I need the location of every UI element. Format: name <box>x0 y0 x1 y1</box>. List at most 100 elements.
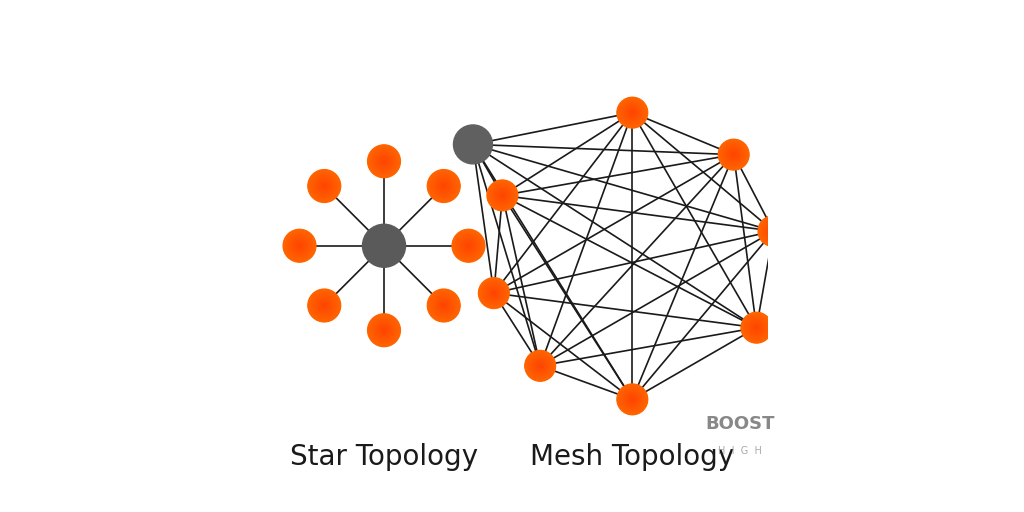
Circle shape <box>460 237 477 254</box>
Circle shape <box>375 321 393 339</box>
Circle shape <box>443 185 444 186</box>
Circle shape <box>381 158 387 164</box>
Circle shape <box>493 185 513 206</box>
Circle shape <box>316 298 332 313</box>
Circle shape <box>285 230 314 261</box>
Circle shape <box>496 188 510 203</box>
Circle shape <box>620 387 645 412</box>
Circle shape <box>381 327 387 333</box>
Circle shape <box>289 236 310 256</box>
Circle shape <box>538 362 544 369</box>
Circle shape <box>502 195 503 196</box>
Circle shape <box>721 142 746 167</box>
Circle shape <box>468 245 469 246</box>
Circle shape <box>499 192 506 199</box>
Circle shape <box>722 143 744 166</box>
Circle shape <box>767 225 779 237</box>
Circle shape <box>719 140 748 169</box>
Circle shape <box>375 322 393 339</box>
Circle shape <box>437 180 451 193</box>
Circle shape <box>483 283 504 303</box>
Circle shape <box>525 350 556 381</box>
Circle shape <box>428 290 459 321</box>
Circle shape <box>375 152 393 170</box>
Circle shape <box>770 228 776 234</box>
Circle shape <box>296 243 303 249</box>
Circle shape <box>625 392 640 407</box>
Circle shape <box>490 184 514 207</box>
Circle shape <box>490 183 515 208</box>
Circle shape <box>323 184 327 188</box>
Circle shape <box>315 177 334 195</box>
Circle shape <box>624 391 641 408</box>
Circle shape <box>732 154 734 156</box>
Circle shape <box>287 232 312 259</box>
Circle shape <box>528 353 553 378</box>
Circle shape <box>755 326 759 330</box>
Circle shape <box>720 141 748 168</box>
Circle shape <box>437 300 450 311</box>
Circle shape <box>315 297 333 314</box>
Circle shape <box>532 358 548 373</box>
Circle shape <box>378 324 390 336</box>
Circle shape <box>286 232 313 260</box>
Circle shape <box>744 315 769 340</box>
Circle shape <box>436 179 451 193</box>
Circle shape <box>479 279 508 307</box>
Circle shape <box>478 278 509 308</box>
Circle shape <box>754 325 759 330</box>
Circle shape <box>455 231 482 260</box>
Circle shape <box>749 320 764 335</box>
Circle shape <box>369 145 399 177</box>
Circle shape <box>489 182 516 209</box>
Circle shape <box>308 290 340 322</box>
Circle shape <box>309 290 340 321</box>
Circle shape <box>440 183 447 189</box>
Circle shape <box>527 352 554 379</box>
Circle shape <box>484 283 504 303</box>
Circle shape <box>439 182 449 190</box>
Circle shape <box>630 397 634 401</box>
Circle shape <box>528 354 552 377</box>
Circle shape <box>618 99 646 126</box>
Circle shape <box>379 325 389 336</box>
Circle shape <box>723 144 744 165</box>
Circle shape <box>718 139 749 170</box>
Circle shape <box>488 288 499 298</box>
Circle shape <box>435 297 453 314</box>
Circle shape <box>722 143 745 166</box>
Circle shape <box>480 279 508 307</box>
Circle shape <box>625 392 639 407</box>
Circle shape <box>318 300 330 311</box>
Circle shape <box>492 185 513 206</box>
Circle shape <box>371 148 397 175</box>
Circle shape <box>321 183 328 189</box>
Circle shape <box>295 241 304 250</box>
Circle shape <box>750 321 764 335</box>
Circle shape <box>535 359 547 372</box>
Circle shape <box>770 227 777 234</box>
Circle shape <box>623 390 641 409</box>
Circle shape <box>462 239 475 252</box>
Circle shape <box>720 141 746 168</box>
Circle shape <box>622 102 643 123</box>
Circle shape <box>759 216 788 246</box>
Circle shape <box>324 185 325 186</box>
Circle shape <box>380 157 388 166</box>
Circle shape <box>627 107 638 118</box>
Circle shape <box>771 229 775 233</box>
Circle shape <box>629 396 635 402</box>
Circle shape <box>313 175 335 197</box>
Circle shape <box>620 100 645 125</box>
Circle shape <box>372 148 396 174</box>
Circle shape <box>433 294 455 316</box>
Circle shape <box>759 217 787 245</box>
Circle shape <box>724 145 743 164</box>
Circle shape <box>439 301 449 310</box>
Circle shape <box>746 318 766 337</box>
Circle shape <box>430 292 458 319</box>
Circle shape <box>435 177 453 195</box>
Circle shape <box>536 361 545 370</box>
Circle shape <box>626 393 639 406</box>
Circle shape <box>457 234 480 258</box>
